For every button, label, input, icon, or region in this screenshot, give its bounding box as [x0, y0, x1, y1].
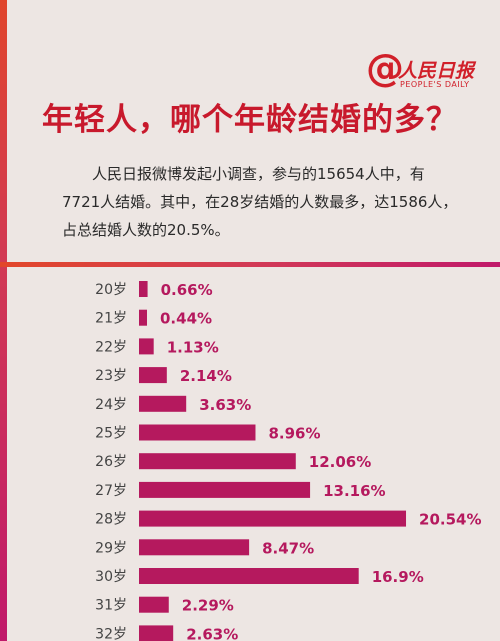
bar — [139, 596, 169, 613]
bar — [139, 510, 407, 527]
intro-line-1: 人民日报微博发起小调查，参与的15654人中，有 — [92, 165, 425, 183]
bar — [139, 309, 147, 326]
value-label: 0.44% — [160, 310, 212, 328]
marriage-age-bar-chart: 20岁 0.66% 21岁 0.44% 22岁 1.13% 23岁 2.14% 24岁 3.63%… — [95, 281, 482, 641]
value-label: 2.14% — [180, 367, 232, 385]
value-label: 2.63% — [186, 625, 238, 641]
bar — [139, 453, 296, 470]
value-label: 12.06% — [309, 453, 371, 471]
category-label: 32岁 — [95, 626, 127, 641]
divider-gradient-bar — [0, 262, 500, 267]
intro-line-3: 占总结婚人数的20.5%。 — [62, 221, 230, 239]
bar — [139, 395, 187, 412]
category-label: 20岁 — [95, 282, 127, 298]
page-title: 年轻人，哪个年龄结婚的多？ — [42, 102, 458, 138]
peoples-daily-logo: @ 人民日报 PEOPLE'S DAILY — [366, 49, 486, 93]
bar — [139, 539, 250, 556]
category-label: 28岁 — [95, 512, 127, 528]
logo-at-symbol: @ — [366, 46, 404, 90]
left-accent-strip — [0, 0, 7, 641]
category-label: 31岁 — [95, 598, 127, 614]
bar — [139, 338, 154, 355]
logo-subtitle: PEOPLE'S DAILY — [400, 80, 470, 89]
category-label: 29岁 — [95, 540, 127, 556]
category-label: 26岁 — [95, 454, 127, 470]
category-label: 23岁 — [95, 368, 127, 384]
category-label: 25岁 — [95, 426, 127, 442]
value-label: 8.96% — [268, 425, 320, 443]
intro-line-2: 7721人结婚。其中，在28岁结婚的人数最多，达1586人， — [62, 193, 458, 211]
logo-name: 人民日报 — [398, 60, 475, 82]
bar — [139, 625, 174, 641]
category-label: 24岁 — [95, 397, 127, 413]
bar — [139, 568, 359, 584]
category-label: 27岁 — [95, 483, 127, 499]
value-label: 8.47% — [262, 539, 314, 557]
value-label: 1.13% — [167, 338, 219, 356]
category-label: 21岁 — [95, 311, 127, 327]
value-label: 0.66% — [161, 281, 213, 299]
category-label: 30岁 — [95, 569, 127, 585]
value-label: 13.16% — [323, 482, 385, 500]
bar — [139, 424, 256, 441]
category-label: 22岁 — [95, 339, 127, 355]
bar — [139, 367, 167, 384]
value-label: 2.29% — [182, 597, 234, 615]
value-label: 20.54% — [419, 511, 481, 529]
bar — [139, 481, 311, 498]
value-label: 3.63% — [199, 396, 251, 414]
bar — [139, 281, 148, 297]
intro-paragraph: 人民日报微博发起小调查，参与的15654人中，有 7721人结婚。其中，在28岁… — [62, 160, 482, 244]
value-label: 16.9% — [372, 568, 424, 586]
